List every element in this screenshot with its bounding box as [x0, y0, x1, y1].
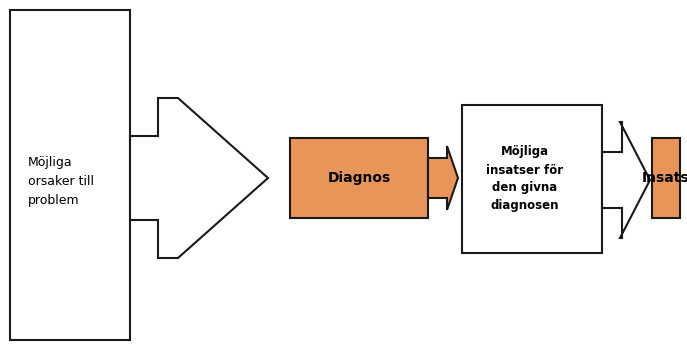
Polygon shape — [602, 122, 650, 238]
Text: Möjliga
orsaker till
problem: Möjliga orsaker till problem — [28, 156, 94, 207]
Bar — [462, 105, 602, 253]
Polygon shape — [130, 98, 268, 258]
Polygon shape — [428, 146, 458, 210]
Text: Möjliga
insatser för
den givna
diagnosen: Möjliga insatser för den givna diagnosen — [486, 146, 563, 213]
Bar — [652, 138, 680, 218]
Text: Insats: Insats — [642, 171, 687, 185]
Bar — [290, 138, 428, 218]
Bar — [10, 10, 130, 340]
Text: Diagnos: Diagnos — [328, 171, 391, 185]
